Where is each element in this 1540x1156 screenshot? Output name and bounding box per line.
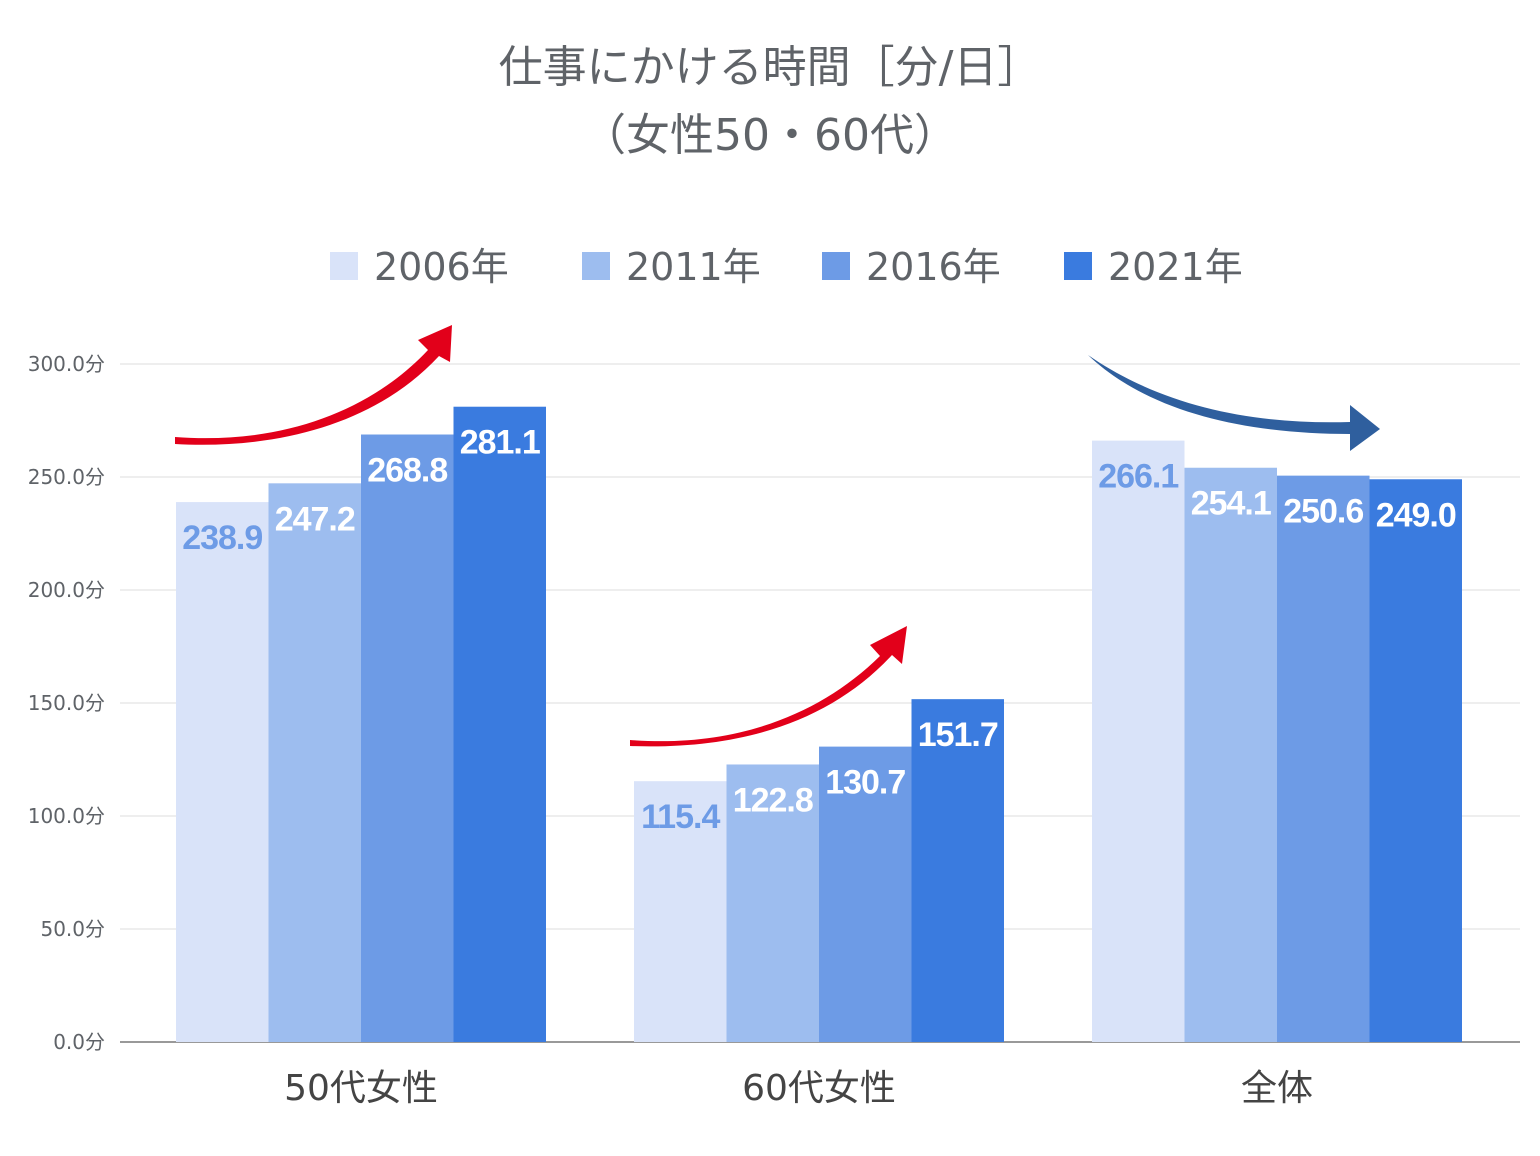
x-tick-label: 60代女性 <box>742 1068 896 1109</box>
legend-label: 2021年 <box>1108 245 1243 289</box>
trend-up-arrow <box>175 325 452 445</box>
y-tick-label: 150.0分 <box>28 691 105 715</box>
bar <box>268 483 361 1042</box>
data-label: 254.1 <box>1191 485 1271 523</box>
bar <box>1092 440 1185 1042</box>
y-axis: 0.0分 50.0分 100.0分 150.0分 200.0分 250.0分 300.0分 <box>28 352 105 1054</box>
data-label: 247.2 <box>275 500 355 538</box>
chart-title-line-1: 仕事にかける時間［分/日］ <box>499 42 1042 93</box>
legend-label: 2016年 <box>866 245 1001 289</box>
trend-down-arrow <box>1088 355 1380 451</box>
bar <box>176 502 269 1042</box>
y-tick-label: 300.0分 <box>28 352 105 376</box>
y-tick-label: 100.0分 <box>28 804 105 828</box>
bar <box>453 406 546 1042</box>
trend-arrows <box>175 325 1380 747</box>
data-label: 238.9 <box>182 519 262 557</box>
data-label: 249.0 <box>1376 496 1456 534</box>
chart-title-line-2: （女性50・60代） <box>582 110 958 161</box>
bar <box>819 746 912 1042</box>
bar <box>1369 479 1462 1042</box>
trend-up-arrow <box>630 626 907 747</box>
data-label: 268.8 <box>367 452 447 490</box>
x-axis: 50代女性 60代女性 全体 <box>284 1068 1313 1109</box>
legend-swatch <box>1064 252 1092 280</box>
bar <box>911 699 1004 1042</box>
y-tick-label: 50.0分 <box>40 917 105 941</box>
bar <box>726 764 819 1042</box>
data-label: 115.4 <box>641 798 720 836</box>
legend: 2006年 2011年 2016年 2021年 <box>330 245 1243 289</box>
bar <box>361 434 454 1043</box>
data-label: 281.1 <box>460 424 540 462</box>
bar <box>634 781 727 1042</box>
legend-swatch <box>582 252 610 280</box>
legend-swatch <box>330 252 358 280</box>
data-label: 122.8 <box>733 781 813 819</box>
bar <box>1277 475 1370 1042</box>
y-tick-label: 0.0分 <box>53 1030 105 1054</box>
data-label: 130.7 <box>825 764 905 802</box>
data-label: 266.1 <box>1098 458 1178 496</box>
y-tick-label: 200.0分 <box>28 578 105 602</box>
y-tick-label: 250.0分 <box>28 465 105 489</box>
data-labels: 238.9 247.2 268.8 281.1 115.4 122.8 130.7 151.7… <box>182 424 1457 836</box>
bars <box>176 406 1462 1043</box>
x-tick-label: 全体 <box>1241 1068 1313 1109</box>
x-tick-label: 50代女性 <box>284 1068 438 1109</box>
data-label: 250.6 <box>1283 493 1363 531</box>
legend-label: 2011年 <box>626 245 761 289</box>
legend-label: 2006年 <box>374 245 509 289</box>
data-label: 151.7 <box>918 716 998 754</box>
legend-swatch <box>822 252 850 280</box>
bar <box>1184 467 1277 1042</box>
